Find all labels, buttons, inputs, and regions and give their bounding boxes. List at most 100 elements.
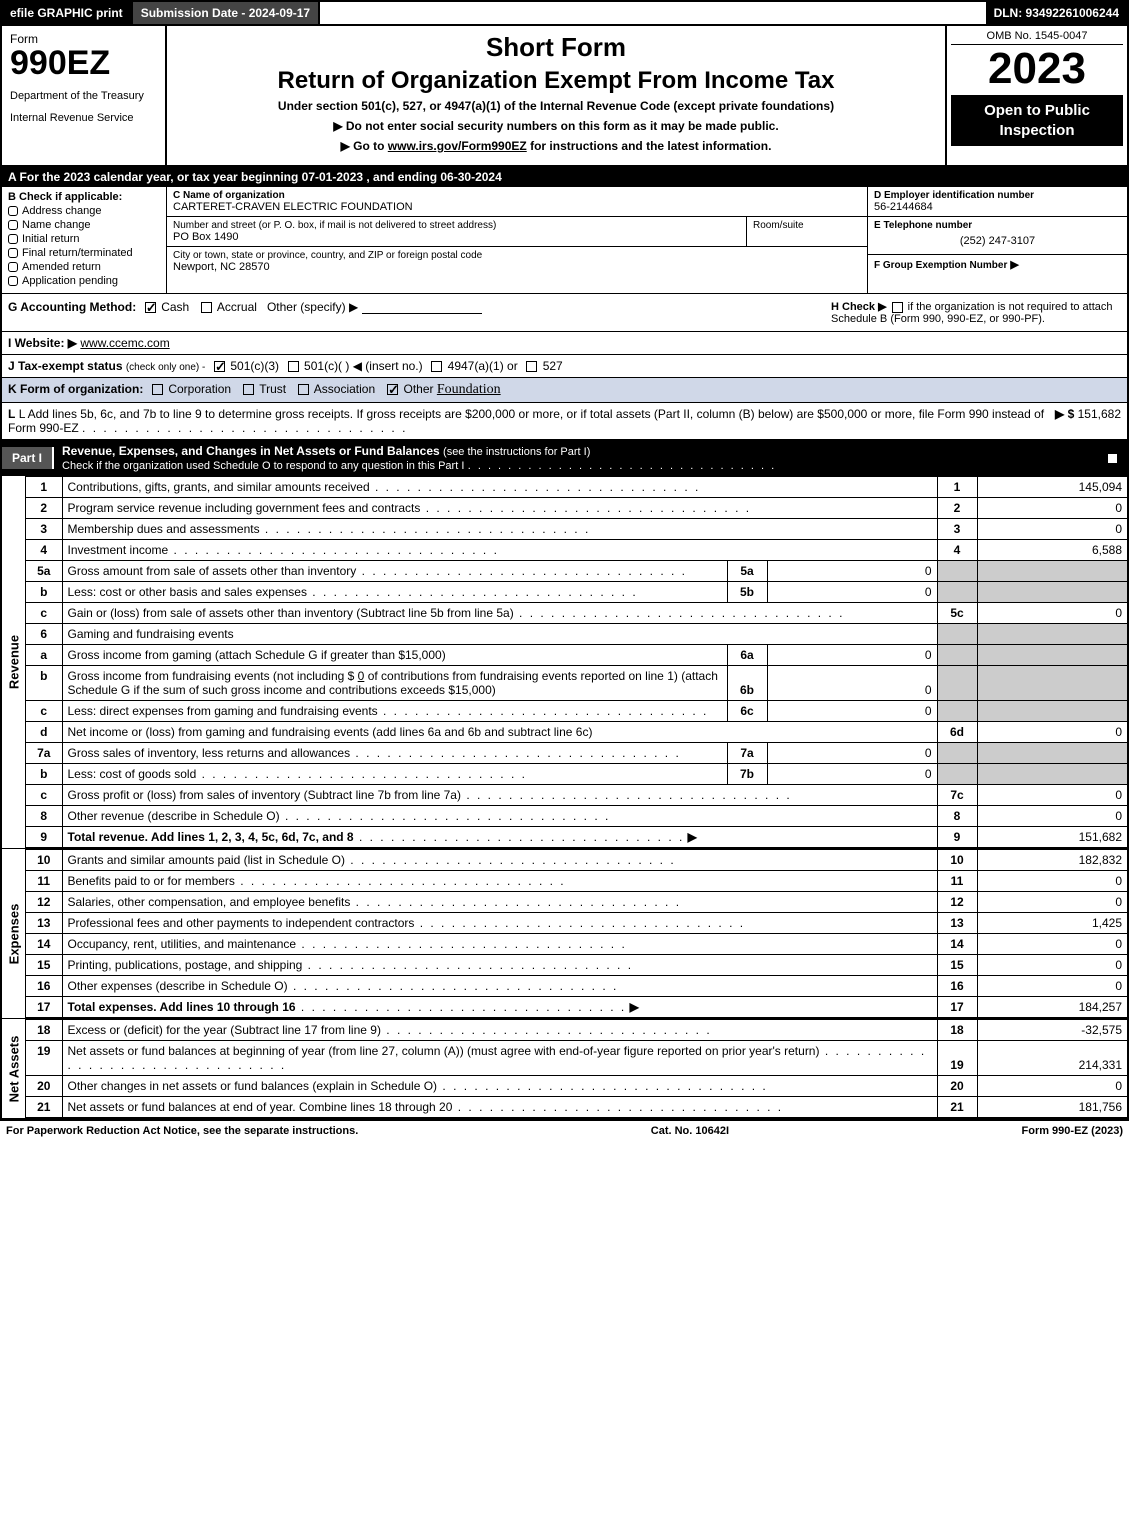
street-label: Number and street (or P. O. box, if mail… [173,220,740,231]
box-f: F Group Exemption Number ▶ [868,255,1127,293]
line-15: 15Printing, publications, postage, and s… [26,955,1127,976]
open-to-public-badge: Open to Public Inspection [951,95,1123,146]
box-b: B Check if applicable: Address change Na… [2,187,167,293]
opt-association: Association [314,382,375,396]
cb-trust[interactable] [243,384,254,395]
box-c: C Name of organization CARTERET-CRAVEN E… [167,187,867,293]
tax-exempt-status-label: J Tax-exempt status [8,359,123,373]
box-e: E Telephone number (252) 247-3107 [868,217,1127,255]
line-a-tax-year: A For the 2023 calendar year, or tax yea… [2,167,1127,187]
street-cell: Number and street (or P. O. box, if mail… [167,217,747,246]
part-1-title: Revenue, Expenses, and Changes in Net As… [54,440,1097,476]
section-b-through-f: B Check if applicable: Address change Na… [2,187,1127,294]
cb-address-change[interactable]: Address change [8,205,160,217]
cb-amended-return[interactable]: Amended return [8,261,160,273]
line-9: 9Total revenue. Add lines 1, 2, 3, 4, 5c… [26,827,1127,848]
org-name-label: C Name of organization [173,190,861,201]
part-1-schedule-o-checkbox[interactable] [1097,451,1127,465]
accounting-method-label: G Accounting Method: [8,300,136,314]
website-label: I Website: ▶ [8,336,77,350]
cb-schedule-b-not-required[interactable] [892,302,903,313]
top-bar: efile GRAPHIC print Submission Date - 20… [2,2,1127,26]
cb-corporation[interactable] [152,384,163,395]
box-d-e-f: D Employer identification number 56-2144… [867,187,1127,293]
box-b-header: B Check if applicable: [8,191,160,203]
row-g: G Accounting Method: Cash Accrual Other … [8,300,821,314]
dept-treasury: Department of the Treasury [10,90,157,102]
goto-suffix: for instructions and the latest informat… [527,139,772,153]
ssn-warning: ▶ Do not enter social security numbers o… [175,119,937,133]
line-1: 1Contributions, gifts, grants, and simil… [26,477,1127,498]
cb-accrual[interactable] [201,302,212,313]
line-7b: bLess: cost of goods sold7b0 [26,764,1127,785]
line-6c: cLess: direct expenses from gaming and f… [26,701,1127,722]
cb-initial-return[interactable]: Initial return [8,233,160,245]
org-name-cell: C Name of organization CARTERET-CRAVEN E… [167,187,867,217]
line-4: 4Investment income46,588 [26,540,1127,561]
subtitle: Under section 501(c), 527, or 4947(a)(1)… [175,99,937,113]
cb-final-return[interactable]: Final return/terminated [8,247,160,259]
net-assets-vertical-label: Net Assets [2,1019,26,1118]
group-exemption-label: F Group Exemption Number [874,260,1007,271]
other-specify-input[interactable] [362,302,482,314]
opt-trust: Trust [259,382,286,396]
ein-label: D Employer identification number [874,190,1121,201]
opt-501c: 501(c)( ) ◀ (insert no.) [304,359,423,373]
cb-501c3[interactable] [214,361,225,372]
efile-badge: efile GRAPHIC print [2,2,133,24]
part-1-tag: Part I [2,447,54,469]
opt-527: 527 [543,359,563,373]
line-6: 6Gaming and fundraising events [26,624,1127,645]
row-l-text: L L Add lines 5b, 6c, and 7b to line 9 t… [8,407,1055,435]
phone-label: E Telephone number [874,220,1121,231]
cb-4947a1[interactable] [431,361,442,372]
row-l: L L Add lines 5b, 6c, and 7b to line 9 t… [2,403,1127,440]
part-1-header: Part I Revenue, Expenses, and Changes in… [2,440,1127,476]
line-14: 14Occupancy, rent, utilities, and mainte… [26,934,1127,955]
accrual-label: Accrual [217,300,257,314]
street-value: PO Box 1490 [173,231,740,243]
expenses-vertical-label: Expenses [2,849,26,1018]
goto-link-line: ▶ Go to www.irs.gov/Form990EZ for instru… [175,139,937,153]
h-label: H Check ▶ [831,301,887,313]
tax-year: 2023 [951,45,1123,93]
line-3: 3Membership dues and assessments30 [26,519,1127,540]
org-name-value: CARTERET-CRAVEN ELECTRIC FOUNDATION [173,201,861,213]
opt-other: Other [404,382,434,396]
row-h: H Check ▶ if the organization is not req… [821,300,1121,325]
cb-other-org[interactable] [387,384,398,395]
cb-name-change[interactable]: Name change [8,219,160,231]
city-cell: City or town, state or province, country… [167,247,867,293]
cb-cash[interactable] [145,302,156,313]
ein-value: 56-2144684 [874,201,1121,213]
goto-prefix: ▶ Go to [341,139,388,153]
dept-irs: Internal Revenue Service [10,112,157,124]
row-l-amount: ▶ $ 151,682 [1055,407,1121,435]
page-footer: For Paperwork Reduction Act Notice, see … [0,1121,1129,1141]
line-5b: bLess: cost or other basis and sales exp… [26,582,1127,603]
header-right: OMB No. 1545-0047 2023 Open to Public In… [947,26,1127,165]
dln-number: DLN: 93492261006244 [986,2,1127,24]
address-row: Number and street (or P. O. box, if mail… [167,217,867,247]
line-21: 21Net assets or fund balances at end of … [26,1097,1127,1118]
irs-link[interactable]: www.irs.gov/Form990EZ [388,139,527,153]
row-k: K Form of organization: Corporation Trus… [2,378,1127,403]
revenue-vertical-label: Revenue [2,476,26,848]
short-form-title: Short Form [175,32,937,63]
city-label: City or town, state or province, country… [173,250,861,261]
website-link[interactable]: www.ccemc.com [80,336,169,350]
line-5c: cGain or (loss) from sale of assets othe… [26,603,1127,624]
row-g-h: G Accounting Method: Cash Accrual Other … [2,294,1127,332]
form-of-org-label: K Form of organization: [8,382,143,396]
line-10: 10Grants and similar amounts paid (list … [26,850,1127,871]
net-assets-table: 18Excess or (deficit) for the year (Subt… [26,1019,1127,1118]
line-6a: aGross income from gaming (attach Schedu… [26,645,1127,666]
cb-527[interactable] [526,361,537,372]
net-assets-section: Net Assets 18Excess or (deficit) for the… [2,1019,1127,1119]
cb-application-pending[interactable]: Application pending [8,275,160,287]
other-specify-label: Other (specify) ▶ [267,300,358,314]
main-title: Return of Organization Exempt From Incom… [175,67,937,95]
cb-501c[interactable] [288,361,299,372]
cb-association[interactable] [298,384,309,395]
expenses-table: 10Grants and similar amounts paid (list … [26,849,1127,1018]
